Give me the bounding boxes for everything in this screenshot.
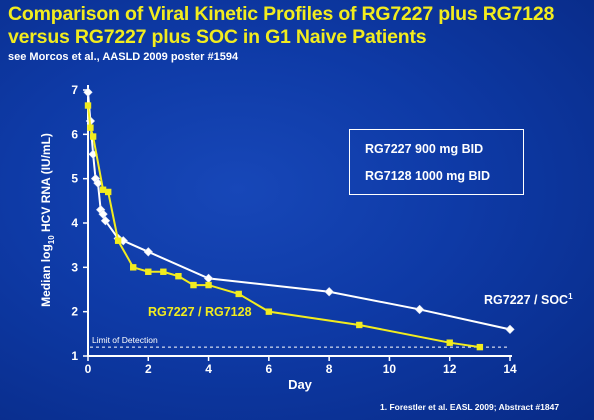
data-point-diamond bbox=[83, 87, 93, 97]
x-tick-label: 6 bbox=[266, 362, 273, 376]
data-point-diamond bbox=[143, 247, 153, 257]
slide-title: Comparison of Viral Kinetic Profiles of … bbox=[8, 3, 555, 48]
y-tick-label: 6 bbox=[71, 127, 78, 141]
dosing-line-rg7227: RG7227 900 mg BID bbox=[365, 142, 484, 156]
data-point-square bbox=[235, 290, 242, 298]
series-soc bbox=[83, 87, 515, 335]
y-tick-label: 4 bbox=[71, 216, 78, 230]
series-rg7128 bbox=[84, 102, 484, 351]
data-point-square bbox=[87, 124, 94, 131]
data-point-square bbox=[84, 102, 92, 109]
dosing-line-rg7128: RG7128 1000 mg BID bbox=[365, 169, 491, 183]
y-tick-label: 5 bbox=[71, 172, 78, 186]
x-tick-label: 14 bbox=[503, 362, 517, 376]
y-axis-label: Median log10 HCV RNA (IU/mL) bbox=[39, 133, 56, 307]
data-point-diamond bbox=[100, 216, 111, 226]
x-tick-label: 4 bbox=[205, 362, 212, 376]
data-point-square bbox=[104, 188, 112, 196]
data-point-diamond bbox=[203, 273, 214, 284]
y-tick-label: 2 bbox=[71, 305, 78, 319]
dosing-legend-box: RG7227 900 mg BID RG7128 1000 mg BID bbox=[349, 129, 524, 195]
x-tick-label: 10 bbox=[383, 362, 397, 376]
data-point-square bbox=[175, 273, 182, 280]
series-label-soc: RG7227 / SOC1 bbox=[484, 292, 573, 307]
data-point-square bbox=[89, 133, 97, 140]
data-point-square bbox=[265, 308, 273, 315]
data-point-square bbox=[130, 264, 137, 271]
data-point-square bbox=[205, 281, 212, 289]
data-point-square bbox=[190, 281, 197, 289]
footnote: 1. Forestler et al. EASL 2009; Abstract … bbox=[380, 402, 560, 412]
y-tick-label: 1 bbox=[71, 349, 78, 363]
data-point-square bbox=[114, 237, 122, 244]
data-point-square bbox=[160, 268, 167, 275]
data-point-square bbox=[99, 186, 107, 193]
limit-of-detection-label: Limit of Detection bbox=[92, 335, 158, 345]
x-tick-label: 8 bbox=[326, 362, 333, 376]
data-point-diamond bbox=[98, 209, 108, 219]
data-point-square bbox=[356, 321, 363, 329]
data-point-square bbox=[476, 343, 484, 351]
data-point-square bbox=[145, 268, 152, 275]
y-tick-label: 3 bbox=[71, 260, 78, 274]
data-point-diamond bbox=[505, 324, 515, 335]
series-label-rg7128: RG7227 / RG7128 bbox=[148, 305, 252, 319]
data-point-diamond bbox=[324, 287, 334, 297]
slide-subtitle: see Morcos et al., AASLD 2009 poster #15… bbox=[8, 51, 239, 63]
y-tick-label: 7 bbox=[71, 83, 78, 97]
series-line bbox=[87, 92, 511, 331]
x-tick-label: 12 bbox=[443, 362, 457, 376]
x-tick-label: 2 bbox=[145, 362, 152, 376]
x-axis-label: Day bbox=[288, 377, 313, 392]
x-tick-label: 0 bbox=[85, 362, 92, 376]
data-point-diamond bbox=[414, 304, 425, 315]
data-point-square bbox=[446, 339, 453, 346]
